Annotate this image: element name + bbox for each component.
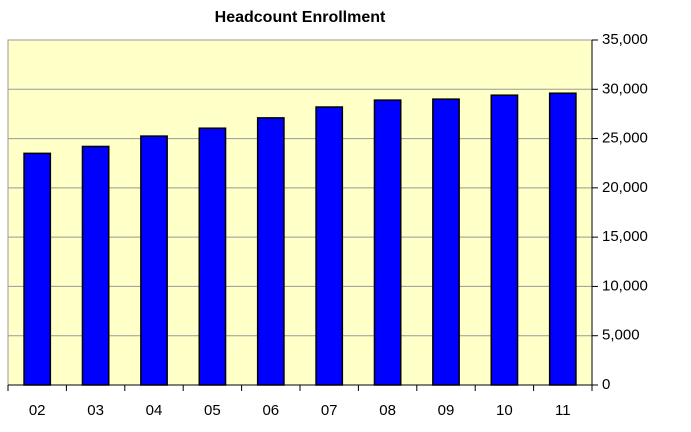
y-tick-label: 35,000 — [602, 31, 648, 48]
y-tick-label: 15,000 — [602, 228, 648, 245]
bar — [23, 152, 52, 386]
x-tick-label: 04 — [146, 402, 163, 419]
y-tick-label: 5,000 — [602, 327, 640, 344]
x-tick-label: 09 — [438, 402, 455, 419]
x-tick-label: 07 — [321, 402, 338, 419]
x-tick-label: 06 — [262, 402, 279, 419]
bar — [256, 117, 285, 386]
x-tick-label: 10 — [496, 402, 513, 419]
y-tick-label: 0 — [602, 376, 610, 393]
y-tick-label: 25,000 — [602, 130, 648, 147]
y-tick-label: 30,000 — [602, 80, 648, 97]
x-tick-label: 05 — [204, 402, 221, 419]
x-tick-label: 11 — [555, 402, 571, 419]
y-tick-label: 20,000 — [602, 179, 648, 196]
x-tick-label: 02 — [29, 402, 46, 419]
bar — [373, 99, 402, 386]
bar — [315, 106, 344, 386]
bar — [198, 127, 227, 386]
bar — [432, 98, 460, 386]
chart-title: Headcount Enrollment — [215, 9, 386, 26]
bar — [81, 145, 110, 386]
y-tick-label: 10,000 — [602, 277, 648, 294]
x-tick-label: 08 — [379, 402, 396, 419]
bar — [490, 94, 519, 386]
bar — [140, 135, 168, 386]
bar — [548, 92, 577, 386]
x-tick-label: 03 — [87, 402, 104, 419]
